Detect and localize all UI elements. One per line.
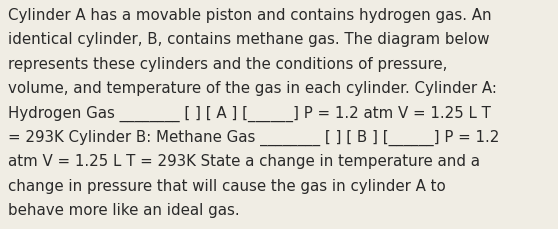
- Text: identical cylinder, B, contains methane gas. The diagram below: identical cylinder, B, contains methane …: [8, 32, 490, 47]
- Text: volume, and temperature of the gas in each cylinder. Cylinder A:: volume, and temperature of the gas in ea…: [8, 81, 497, 96]
- Text: Hydrogen Gas ________ [ ] [ A ] [______] P = 1.2 atm V = 1.25 L T: Hydrogen Gas ________ [ ] [ A ] [______]…: [8, 105, 491, 121]
- Text: behave more like an ideal gas.: behave more like an ideal gas.: [8, 202, 240, 217]
- Text: change in pressure that will cause the gas in cylinder A to: change in pressure that will cause the g…: [8, 178, 446, 193]
- Text: Cylinder A has a movable piston and contains hydrogen gas. An: Cylinder A has a movable piston and cont…: [8, 8, 492, 23]
- Text: atm V = 1.25 L T = 293K State a change in temperature and a: atm V = 1.25 L T = 293K State a change i…: [8, 154, 480, 169]
- Text: represents these cylinders and the conditions of pressure,: represents these cylinders and the condi…: [8, 57, 448, 71]
- Text: = 293K Cylinder B: Methane Gas ________ [ ] [ B ] [______] P = 1.2: = 293K Cylinder B: Methane Gas ________ …: [8, 129, 500, 145]
